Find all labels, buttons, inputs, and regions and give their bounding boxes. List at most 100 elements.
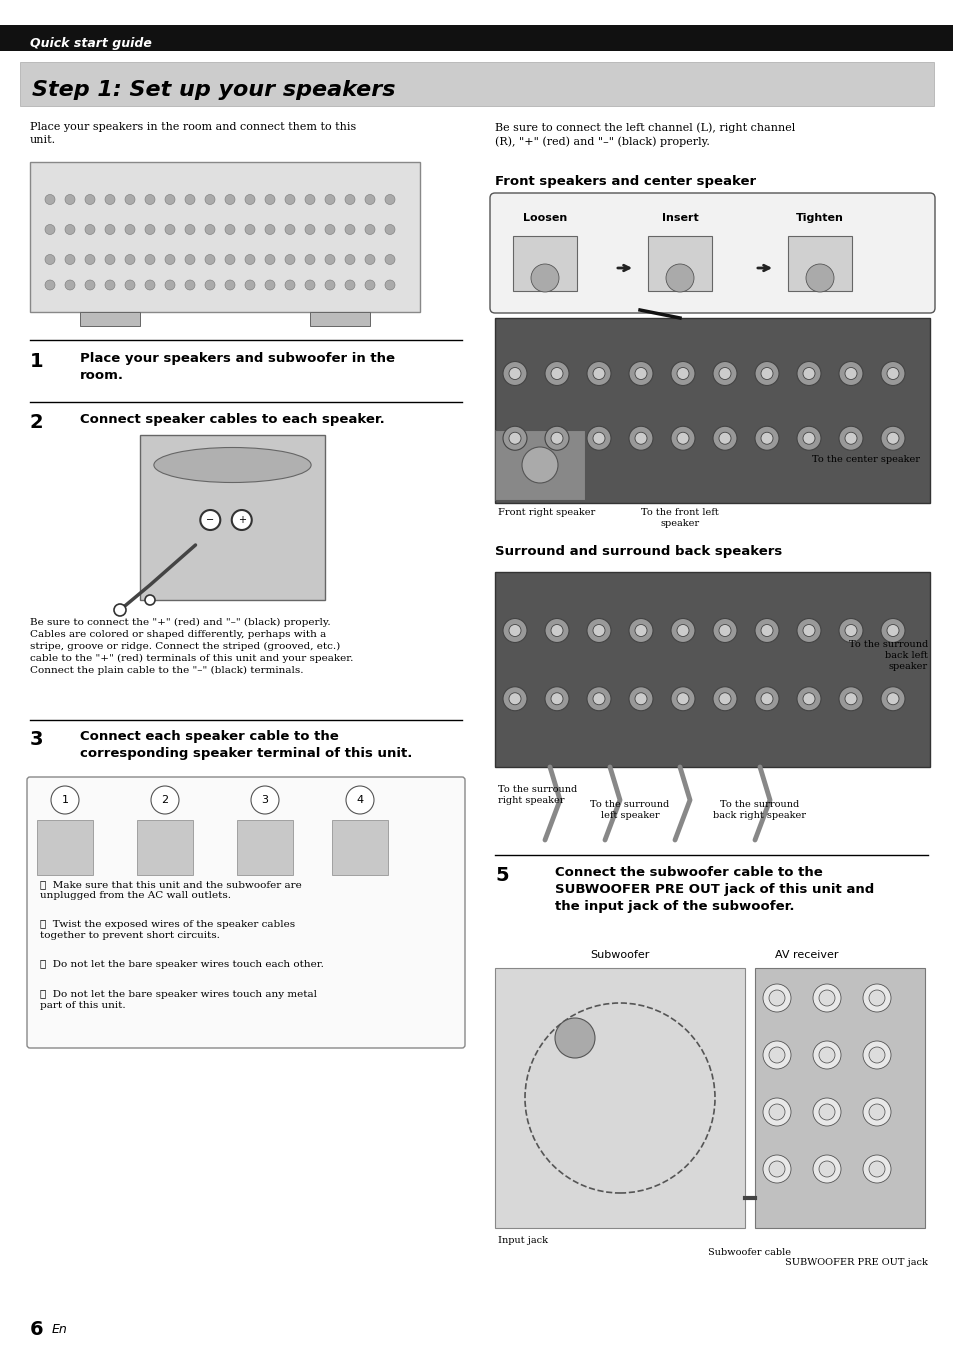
Circle shape	[551, 625, 562, 637]
Text: To the surround
back right speaker: To the surround back right speaker	[713, 800, 805, 821]
Bar	[495, 968, 744, 1228]
Circle shape	[45, 280, 55, 289]
Circle shape	[844, 433, 856, 445]
Text: To the surround
right speaker: To the surround right speaker	[497, 786, 577, 804]
Circle shape	[802, 433, 814, 445]
Bar	[310, 312, 370, 326]
Circle shape	[812, 984, 841, 1013]
Bar	[513, 237, 577, 291]
Circle shape	[586, 618, 610, 642]
Circle shape	[225, 195, 234, 204]
Circle shape	[628, 361, 652, 385]
Circle shape	[65, 280, 75, 289]
Text: 5: 5	[495, 867, 508, 886]
Circle shape	[165, 254, 174, 265]
Circle shape	[185, 254, 194, 265]
Circle shape	[200, 510, 220, 530]
Circle shape	[760, 692, 772, 704]
Bar	[137, 821, 193, 875]
Circle shape	[586, 687, 610, 711]
Circle shape	[719, 368, 730, 380]
Bar	[647, 237, 711, 291]
Circle shape	[105, 254, 115, 265]
Circle shape	[862, 1155, 890, 1183]
Circle shape	[125, 280, 135, 289]
Circle shape	[818, 1161, 834, 1178]
Circle shape	[225, 224, 234, 234]
Circle shape	[245, 254, 254, 265]
Circle shape	[145, 224, 154, 234]
Circle shape	[385, 280, 395, 289]
Circle shape	[305, 224, 314, 234]
Text: 1: 1	[30, 352, 44, 370]
Circle shape	[51, 786, 79, 814]
Text: Place your speakers and subwoofer in the
room.: Place your speakers and subwoofer in the…	[80, 352, 395, 383]
Text: 3: 3	[261, 795, 268, 804]
Text: Be sure to connect the left channel (L), right channel
(R), "+" (red) and "–" (b: Be sure to connect the left channel (L),…	[495, 122, 795, 146]
Circle shape	[628, 618, 652, 642]
Circle shape	[635, 368, 646, 380]
Circle shape	[760, 433, 772, 445]
Circle shape	[677, 433, 688, 445]
Circle shape	[145, 280, 154, 289]
Circle shape	[185, 224, 194, 234]
Circle shape	[886, 625, 898, 637]
Circle shape	[265, 224, 274, 234]
Circle shape	[762, 984, 790, 1013]
Circle shape	[868, 1161, 884, 1178]
Circle shape	[593, 368, 604, 380]
Circle shape	[593, 625, 604, 637]
Circle shape	[719, 625, 730, 637]
Circle shape	[670, 687, 695, 711]
Text: Quick start guide: Quick start guide	[30, 37, 152, 50]
Circle shape	[65, 254, 75, 265]
Text: En: En	[52, 1324, 68, 1336]
Circle shape	[509, 368, 520, 380]
Circle shape	[145, 595, 154, 604]
Circle shape	[245, 280, 254, 289]
Circle shape	[670, 361, 695, 385]
Circle shape	[325, 195, 335, 204]
Circle shape	[868, 1046, 884, 1063]
Circle shape	[805, 264, 833, 292]
Bar	[754, 968, 924, 1228]
Circle shape	[880, 687, 904, 711]
Circle shape	[768, 1161, 784, 1178]
Circle shape	[145, 254, 154, 265]
Circle shape	[45, 224, 55, 234]
Circle shape	[285, 254, 294, 265]
Text: 2: 2	[30, 412, 44, 433]
Circle shape	[862, 984, 890, 1013]
Circle shape	[868, 1105, 884, 1119]
Circle shape	[812, 1155, 841, 1183]
Circle shape	[862, 1041, 890, 1069]
Circle shape	[85, 224, 95, 234]
Bar	[495, 318, 929, 503]
Circle shape	[509, 692, 520, 704]
Circle shape	[265, 254, 274, 265]
Circle shape	[796, 361, 821, 385]
Circle shape	[802, 368, 814, 380]
Text: To the surround
back left
speaker: To the surround back left speaker	[848, 639, 927, 671]
Circle shape	[305, 254, 314, 265]
Bar	[787, 237, 851, 291]
Circle shape	[45, 195, 55, 204]
Circle shape	[593, 692, 604, 704]
Circle shape	[802, 625, 814, 637]
Circle shape	[245, 195, 254, 204]
Circle shape	[325, 224, 335, 234]
Circle shape	[551, 692, 562, 704]
Circle shape	[502, 426, 526, 450]
Circle shape	[85, 280, 95, 289]
Circle shape	[502, 361, 526, 385]
Circle shape	[385, 195, 395, 204]
FancyBboxPatch shape	[490, 193, 934, 314]
Circle shape	[185, 280, 194, 289]
Circle shape	[205, 195, 214, 204]
Circle shape	[768, 1105, 784, 1119]
Text: Step 1: Set up your speakers: Step 1: Set up your speakers	[32, 80, 395, 100]
Circle shape	[509, 433, 520, 445]
Circle shape	[385, 254, 395, 265]
Circle shape	[818, 1105, 834, 1119]
Circle shape	[812, 1041, 841, 1069]
